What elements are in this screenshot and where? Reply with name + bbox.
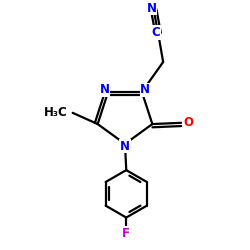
Text: N: N	[120, 140, 130, 153]
Text: C: C	[152, 26, 160, 39]
Text: N: N	[147, 2, 157, 15]
Text: H₃C: H₃C	[44, 106, 67, 118]
Text: N: N	[140, 84, 150, 96]
Text: F: F	[122, 227, 130, 240]
Text: N: N	[100, 84, 110, 96]
Text: O: O	[183, 116, 193, 129]
